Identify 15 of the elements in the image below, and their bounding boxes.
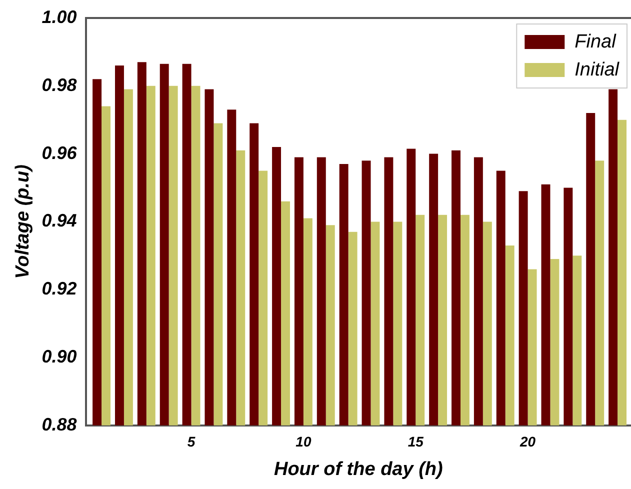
x-axis-title: Hour of the day (h): [274, 458, 443, 480]
y-tick-label: 0.94: [42, 210, 77, 231]
y-tick-label: 0.92: [42, 278, 77, 299]
x-tick-label: 5: [187, 434, 196, 450]
y-tick-label: 0.90: [42, 346, 77, 366]
y-tick-label: 0.98: [42, 74, 77, 95]
legend-label: Final: [574, 31, 617, 52]
legend-label: Initial: [574, 59, 620, 80]
y-tick-label: 0.96: [42, 142, 78, 163]
x-tick-label: 15: [408, 434, 424, 450]
y-tick-label: 0.88: [42, 414, 77, 434]
y-tick-label: 1.00: [42, 6, 77, 27]
x-tick-label: 10: [296, 434, 312, 450]
y-axis-title: Voltage (p.u): [12, 164, 34, 279]
x-tick-label: 20: [519, 434, 536, 450]
